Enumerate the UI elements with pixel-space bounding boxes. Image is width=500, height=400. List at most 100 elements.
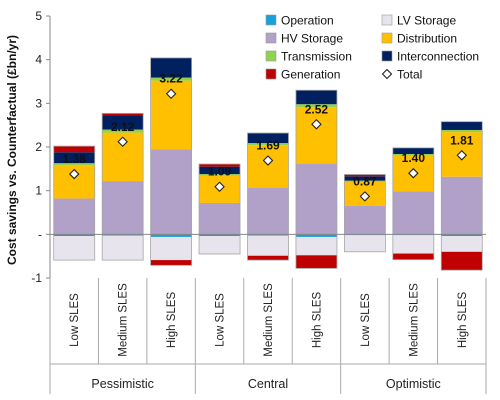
- x-tick-label: High SLES: [166, 292, 178, 349]
- bar-segment-transmission-6: [295, 104, 337, 108]
- bar-segment-generation-4: [199, 164, 241, 167]
- bar-segment-hv-storage-6: [295, 163, 337, 235]
- legend-marker-diamond-icon: [381, 68, 393, 80]
- y-tick-label: -: [38, 227, 42, 241]
- axes-layer: 5 4 3 2 1 - -1 Low SLES Medium SLES High SLES Low …: [31, 9, 487, 394]
- y-tick-label: -1: [31, 271, 42, 285]
- total-label-9: 1.81: [450, 133, 474, 147]
- legend-item-total: Total: [381, 68, 422, 82]
- bar-outline-2: [101, 112, 144, 261]
- bar-segment-generation-2: [102, 113, 144, 116]
- group-label-pessimistic: Pessimistic: [91, 377, 154, 391]
- bar-segment-interconnection-6: [295, 90, 337, 105]
- y-tick-label: 4: [35, 53, 42, 67]
- bar-segment-transmission-2: [102, 129, 144, 133]
- bar-segment-hv-storage-1: [53, 198, 95, 235]
- legend-item-generation: Generation: [265, 68, 340, 82]
- legend-label: HV Storage: [281, 32, 343, 46]
- bar-segment-hv-storage-9: [441, 176, 483, 235]
- bar-segment-operation-5: [247, 234, 289, 236]
- bars-layer: [53, 57, 483, 271]
- bar-segment-transmission-8: [392, 153, 434, 156]
- bar-outline-3: [150, 57, 193, 266]
- bar-segment-interconnection-8: [392, 147, 434, 154]
- total-label-5: 1.69: [256, 139, 280, 153]
- bar-segment-interconnection-3: [150, 57, 192, 78]
- bar-segment-transmission-3: [150, 77, 192, 81]
- legend-swatch: [265, 50, 277, 62]
- bar-segment-hv-storage-8: [392, 191, 434, 235]
- legend-item-hv-storage: HV Storage: [265, 32, 343, 46]
- x-tick-label: Low SLES: [69, 293, 81, 347]
- bar-segment-generation-5: [247, 255, 289, 261]
- bar-segment-interconnection-2: [102, 115, 144, 130]
- bar-segment-operation-9: [441, 234, 483, 237]
- total-label-6: 2.52: [305, 102, 329, 116]
- legend-item-transmission: Transmission: [265, 50, 352, 64]
- bar-segment-interconnection-1: [53, 152, 95, 164]
- bar-segment-interconnection-5: [247, 133, 289, 144]
- total-label-8: 1.40: [402, 151, 426, 165]
- bar-segment-distribution-6: [295, 107, 337, 164]
- bar-segment-lv-storage-6: [295, 236, 337, 256]
- bar-segment-interconnection-4: [199, 166, 241, 175]
- y-tick-label: 1: [35, 184, 42, 198]
- group-label-optimistic: Optimistic: [386, 377, 441, 391]
- bar-segment-transmission-5: [247, 143, 289, 146]
- bar-segment-interconnection-9: [441, 121, 483, 130]
- x-tick-label: High SLES: [457, 292, 469, 349]
- legend-swatch: [381, 14, 393, 26]
- bar-segment-lv-storage-5: [247, 235, 289, 256]
- bar-segment-hv-storage-4: [199, 202, 241, 235]
- bar-segment-transmission-4: [199, 174, 241, 176]
- group-label-central: Central: [248, 377, 288, 391]
- legend-swatch: [265, 32, 277, 44]
- bar-outline-9: [440, 121, 483, 271]
- x-tick-label: High SLES: [311, 292, 323, 349]
- bar-outline-1: [53, 145, 96, 261]
- total-label-4: 1.09: [208, 165, 232, 179]
- y-tick-label: 2: [35, 140, 42, 154]
- total-marker-9: [456, 150, 468, 161]
- bar-segment-transmission-1: [53, 163, 95, 166]
- bar-segment-distribution-5: [247, 145, 289, 188]
- total-label-3: 3.22: [159, 72, 183, 86]
- bar-segment-hv-storage-7: [344, 205, 386, 235]
- total-marker-3: [165, 88, 177, 100]
- bar-outline-8: [392, 147, 435, 261]
- bar-segment-lv-storage-3: [150, 236, 192, 261]
- legend-swatch: [381, 50, 393, 62]
- bar-outline-4: [198, 163, 241, 255]
- legend-label: Interconnection: [397, 50, 479, 64]
- bar-segment-generation-1: [53, 146, 95, 153]
- x-tick-label: Medium SLES: [118, 283, 130, 357]
- y-tick-label: 3: [35, 96, 42, 110]
- legend-label: Generation: [281, 68, 340, 82]
- bar-segment-lv-storage-8: [392, 235, 434, 254]
- legend-label: Distribution: [397, 32, 457, 46]
- bar-segment-lv-storage-9: [441, 236, 483, 252]
- legend-swatch: [381, 32, 393, 44]
- total-label-2: 2.12: [111, 120, 135, 134]
- bar-segment-operation-3: [150, 234, 192, 237]
- bar-segment-generation-8: [392, 253, 434, 260]
- bar-outline-7: [343, 174, 386, 253]
- bar-segment-hv-storage-5: [247, 187, 289, 235]
- bar-segment-hv-storage-2: [102, 181, 144, 235]
- total-marker-5: [262, 155, 274, 166]
- total-label-7: 0.87: [353, 174, 377, 188]
- legend-item-distribution: Distribution: [381, 32, 457, 46]
- legend-label: Operation: [281, 14, 334, 28]
- x-tick-label: Medium SLES: [263, 283, 275, 357]
- bar-segment-lv-storage-4: [199, 236, 241, 254]
- bar-segment-operation-6: [295, 234, 337, 237]
- bar-segment-transmission-9: [441, 129, 483, 133]
- y-tick-label: 5: [35, 9, 42, 23]
- bar-outline-6: [295, 89, 338, 269]
- bar-outline-5: [247, 132, 289, 261]
- totals-layer: 1.38 2.12 3.22 1.09 1.69 2.52 0.87 1.40 1.81: [63, 72, 474, 202]
- bar-segment-lv-storage-7: [344, 235, 386, 252]
- bar-segment-lv-storage-1: [53, 236, 95, 261]
- x-tick-label: Low SLES: [215, 293, 227, 347]
